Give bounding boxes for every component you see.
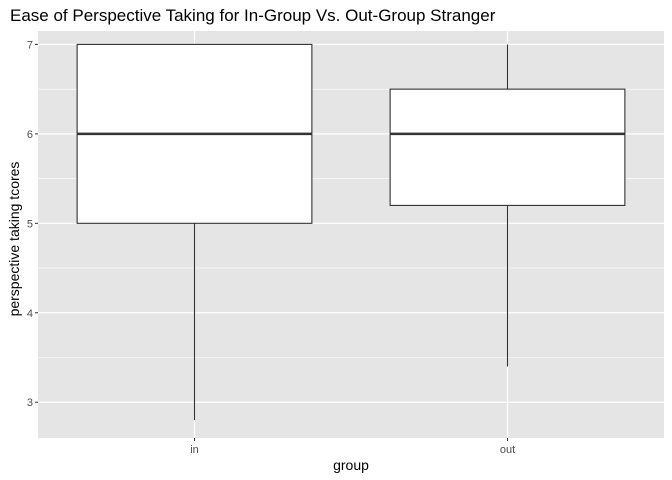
y-tick-label: 5 <box>27 218 33 230</box>
y-axis-ticks: 3 4 5 6 7 <box>27 39 38 409</box>
chart-title: Ease of Perspective Taking for In-Group … <box>10 6 496 25</box>
x-axis-title: group <box>333 457 369 473</box>
y-tick-label: 6 <box>27 129 33 141</box>
iqr-box <box>389 88 626 206</box>
x-tick-label: out <box>500 444 515 456</box>
box-out <box>389 44 626 367</box>
box-in <box>76 43 313 421</box>
y-axis-title: perspective taking tcores <box>6 162 22 317</box>
y-tick-label: 4 <box>27 308 33 320</box>
x-tick-label: in <box>190 444 199 456</box>
x-axis-ticks: in out <box>190 438 515 456</box>
y-tick-label: 7 <box>27 39 33 51</box>
boxes <box>76 43 626 421</box>
y-tick-label: 3 <box>27 397 33 409</box>
